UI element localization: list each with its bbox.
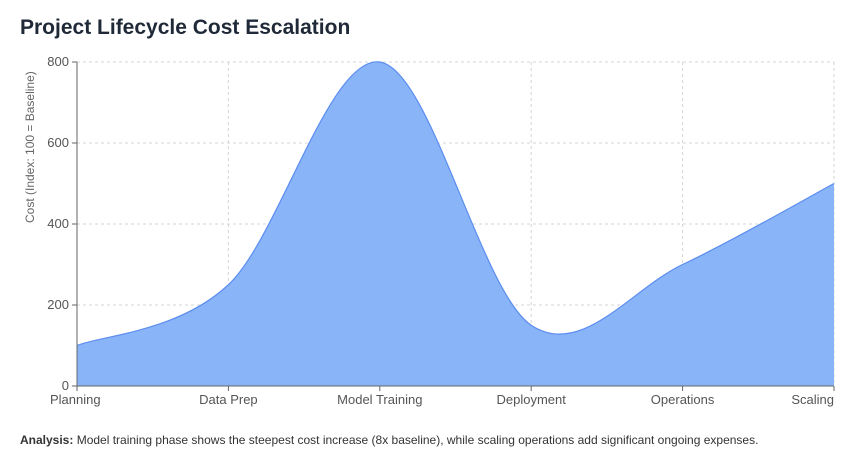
analysis-text: Model training phase shows the steepest …: [73, 433, 759, 447]
area-chart: 0 200 400 600 800 Planning Data Prep Model Tra…: [23, 54, 835, 407]
x-tick-label-5: Scaling: [791, 392, 834, 407]
y-tick-label-4: 800: [47, 54, 69, 69]
x-tick-label-0: Planning: [50, 392, 101, 407]
y-axis-label: Cost (Index: 100 = Baseline): [23, 71, 37, 223]
area-fill: [77, 61, 834, 386]
y-tick-label-2: 400: [47, 216, 69, 231]
y-tick-label-0: 0: [62, 378, 69, 393]
x-tick-label-3: Deployment: [497, 392, 567, 407]
y-tick-labels: 0 200 400 600 800: [47, 54, 69, 393]
x-tick-label-2: Model Training: [337, 392, 422, 407]
analysis-label: Analysis:: [20, 433, 74, 447]
x-tick-label-4: Operations: [651, 392, 715, 407]
x-tick-label-1: Data Prep: [199, 392, 258, 407]
analysis-note: Analysis: Model training phase shows the…: [20, 433, 758, 447]
chart-title: Project Lifecycle Cost Escalation: [20, 16, 351, 39]
y-tick-label-3: 600: [47, 135, 69, 150]
area-line: [76, 61, 835, 347]
axes: [72, 61, 835, 391]
series-area: [76, 61, 835, 386]
y-tick-label-1: 200: [47, 297, 69, 312]
x-tick-labels: Planning Data Prep Model Training Deploymen…: [50, 392, 834, 407]
